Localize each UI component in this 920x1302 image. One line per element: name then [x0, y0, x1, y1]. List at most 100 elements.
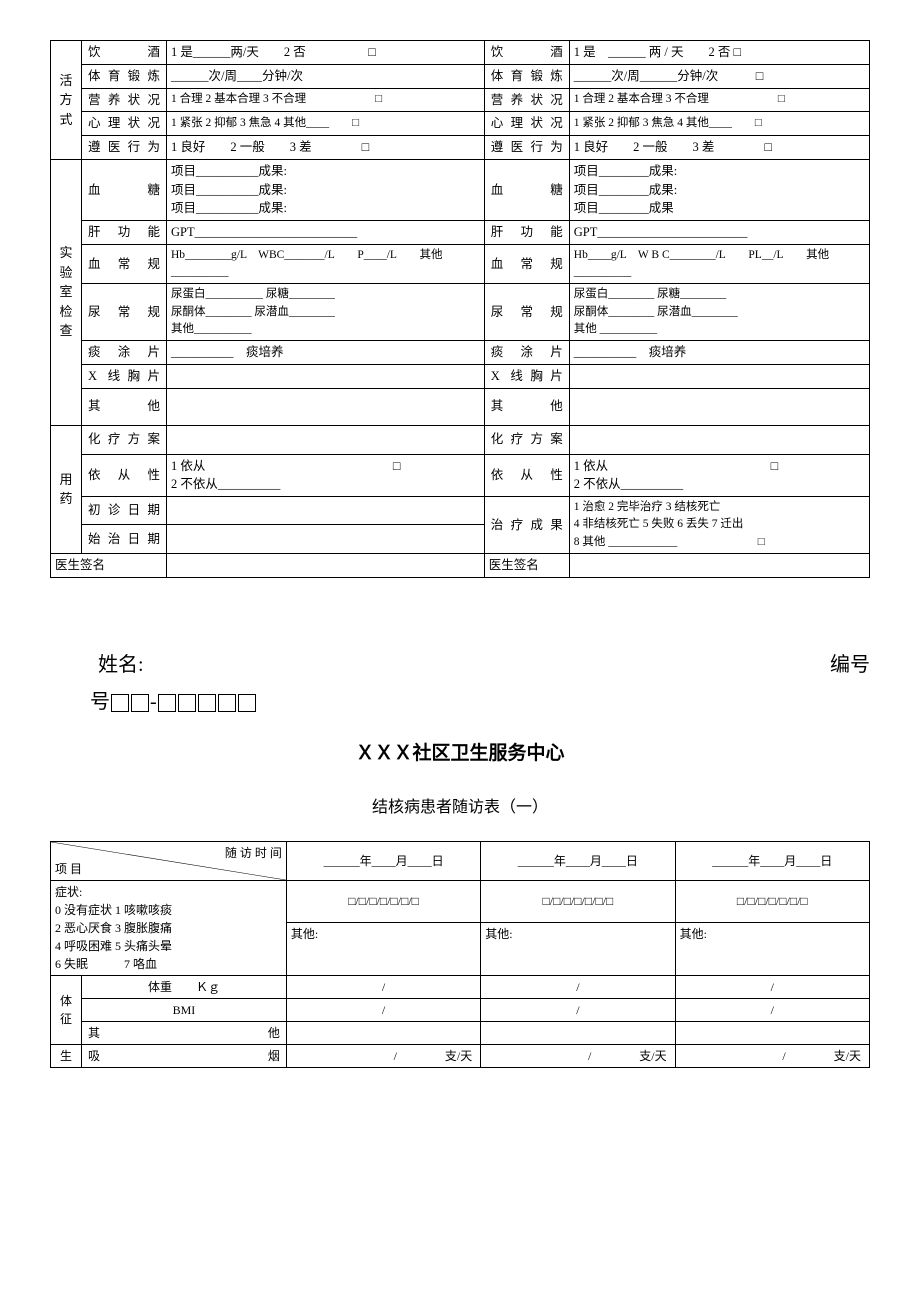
row-drink-r: 饮 酒	[484, 41, 569, 65]
row-sputum: 痰 涂 片	[82, 341, 167, 365]
row-drink: 饮 酒	[82, 41, 167, 65]
row-chemo: 化疗方案	[82, 425, 167, 454]
row-exercise-r: 体育锻炼	[484, 64, 569, 88]
row-other: 其 他	[82, 388, 167, 425]
row-other-r: 其 他	[484, 388, 569, 425]
row-psych-val-r: 1 紧张 2 抑郁 3 焦急 4 其他____ □	[569, 112, 869, 136]
sym-other-2: 其他:	[481, 922, 675, 975]
row-weight: 体重 Ｋｇ	[82, 975, 287, 998]
weight-3: /	[675, 975, 869, 998]
row-nutrition: 营养状况	[82, 88, 167, 112]
sym-other-3: 其他:	[675, 922, 869, 975]
row-bloodsugar: 血 糖	[82, 159, 167, 220]
name-line: 姓名: 编号	[98, 648, 870, 677]
row-urine-val-r: 尿蛋白________ 尿糖________ 尿酮体________ 尿潜血__…	[569, 284, 869, 341]
upper-form-table: 活方式 饮 酒 1 是______两/天 2 否 □ 饮 酒 1 是 _____…	[50, 40, 870, 578]
name-label: 姓名:	[98, 648, 144, 677]
row-urine-val-l: 尿蛋白__________ 尿糖________ 尿酮体________ 尿潜血…	[167, 284, 485, 341]
section-sign: 体征	[51, 975, 82, 1044]
row-nutrition-r: 营养状况	[484, 88, 569, 112]
bmi-2: /	[481, 998, 675, 1021]
diag-bot: 项 目	[55, 860, 82, 878]
sym-other-1: 其他:	[286, 922, 480, 975]
row-liver-val-l: GPT__________________________	[167, 221, 485, 245]
center-subtitle: 结核病患者随访表（一）	[50, 793, 870, 817]
row-compliance-val-l: 1 良好 2 一般 3 差 □	[167, 136, 485, 160]
row-bloodrt-r: 血 常 规	[484, 244, 569, 284]
date-col-1: ______年____月____日	[286, 841, 480, 880]
row-xray: X 线胸片	[82, 364, 167, 388]
section-lab: 实验室检查	[51, 159, 82, 425]
other2-1	[286, 1021, 480, 1044]
sym-boxes-3: □/□/□/□/□/□/□	[675, 880, 869, 922]
section-med: 用药	[51, 425, 82, 553]
row-urine-r: 尿 常 规	[484, 284, 569, 341]
row-nutrition-val-l: 1 合理 2 基本合理 3 不合理 □	[167, 88, 485, 112]
row-medcomp-val-r: 1 依从 □ 2 不依从__________	[569, 454, 869, 497]
diag-top: 随 访 时 间	[225, 844, 282, 862]
other2-2	[481, 1021, 675, 1044]
row-chemo-val-l	[167, 425, 485, 454]
row-other-val-r	[569, 388, 869, 425]
row-drink-val-l: 1 是______两/天 2 否 □	[167, 41, 485, 65]
row-medcomp-val-l: 1 依从 □ 2 不依从__________	[167, 454, 485, 497]
row-exercise: 体育锻炼	[82, 64, 167, 88]
followup-table: 随 访 时 间 项 目 ______年____月____日 ______年___…	[50, 841, 870, 1068]
diag-header: 随 访 时 间 项 目	[51, 841, 287, 880]
smoke-2: / 支/天	[481, 1044, 675, 1067]
num-label: 编号	[830, 648, 870, 677]
center-title: ＸＸＸ社区卫生服务中心	[50, 738, 870, 765]
docsig-r-val	[569, 553, 869, 577]
date-col-2: ______年____月____日	[481, 841, 675, 880]
row-bloodsugar-r: 血 糖	[484, 159, 569, 220]
weight-2: /	[481, 975, 675, 998]
row-urine: 尿 常 规	[82, 284, 167, 341]
row-exercise-val-l: ______次/周____分钟/次	[167, 64, 485, 88]
date-col-3: ______年____月____日	[675, 841, 869, 880]
row-psych-val-l: 1 紧张 2 抑郁 3 焦急 4 其他____ □	[167, 112, 485, 136]
row-psych-r: 心理状况	[484, 112, 569, 136]
row-compliance: 遵医行为	[82, 136, 167, 160]
row-bloodrt-val-l: Hb________g/L WBC_______/L P____/L 其他___…	[167, 244, 485, 284]
row-xray-val-l	[167, 364, 485, 388]
row-psych: 心理状况	[82, 112, 167, 136]
row-sputum-r: 痰 涂 片	[484, 341, 569, 365]
row-firstdate: 初诊日期	[82, 497, 167, 525]
row-startdate-val	[167, 525, 485, 553]
row-bloodrt-val-r: Hb____g/L W B C________/L PL__/L 其他_____…	[569, 244, 869, 284]
num-boxes: 号-	[90, 685, 870, 714]
row-other-val-l	[167, 388, 485, 425]
row-bloodsugar-val-l: 项目__________成果: 项目__________成果: 项目______…	[167, 159, 485, 220]
row-liver-r: 肝 功 能	[484, 221, 569, 245]
row-bloodrt: 血 常 规	[82, 244, 167, 284]
smoke-3: / 支/天	[675, 1044, 869, 1067]
row-bmi: BMI	[82, 998, 287, 1021]
row-bloodsugar-val-r: 项目________成果: 项目________成果: 项目________成果	[569, 159, 869, 220]
weight-1: /	[286, 975, 480, 998]
row-compliance-val-r: 1 良好 2 一般 3 差 □	[569, 136, 869, 160]
row-liver-val-r: GPT________________________	[569, 221, 869, 245]
row-sputum-val-l: __________ 痰培养	[167, 341, 485, 365]
sym-boxes-1: □/□/□/□/□/□/□	[286, 880, 480, 922]
section-lifestyle: 活方式	[51, 41, 82, 160]
row-smoke: 吸 烟	[82, 1044, 287, 1067]
docsig-l-val	[167, 553, 485, 577]
row-chemo-r: 化疗方案	[484, 425, 569, 454]
sym-boxes-2: □/□/□/□/□/□/□	[481, 880, 675, 922]
row-nutrition-val-r: 1 合理 2 基本合理 3 不合理 □	[569, 88, 869, 112]
other2-3	[675, 1021, 869, 1044]
bmi-1: /	[286, 998, 480, 1021]
docsig-r: 医生签名	[484, 553, 569, 577]
row-firstdate-val	[167, 497, 485, 525]
row-medcomp-r: 依从性	[484, 454, 569, 497]
row-chemo-val-r	[569, 425, 869, 454]
row-xray-r: X 线胸片	[484, 364, 569, 388]
row-drink-val-r: 1 是 ______ 两 / 天 2 否 □	[569, 41, 869, 65]
smoke-1: / 支/天	[286, 1044, 480, 1067]
row-result-val: 1 治愈 2 完毕治疗 3 结核死亡 4 非结核死亡 5 失败 6 丢失 7 迁…	[569, 497, 869, 554]
row-exercise-val-r: ______次/周______分钟/次 □	[569, 64, 869, 88]
row-sputum-val-r: __________ 痰培养	[569, 341, 869, 365]
docsig-l: 医生签名	[51, 553, 167, 577]
row-medcomp: 依从性	[82, 454, 167, 497]
row-result: 治疗成果	[484, 497, 569, 554]
